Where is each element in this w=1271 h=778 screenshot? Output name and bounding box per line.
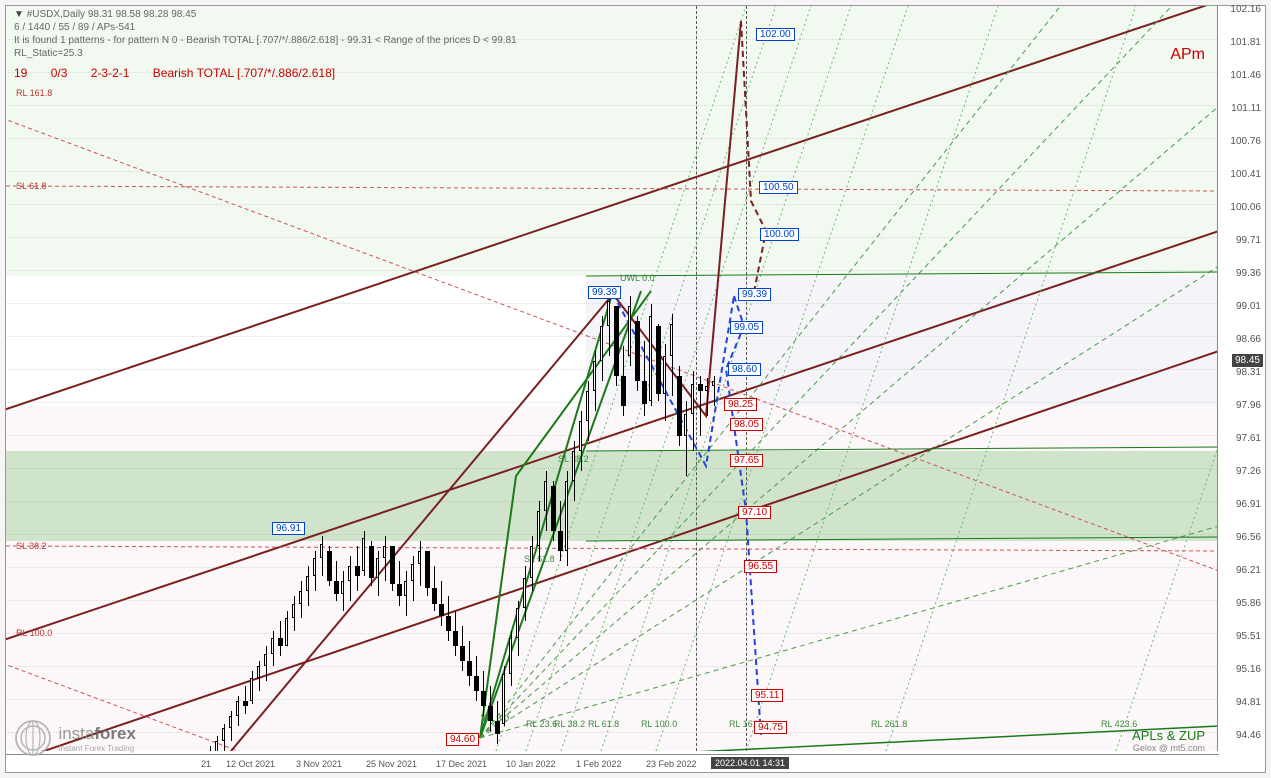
time-tick: 1 Feb 2022 [576,759,622,769]
time-tick: 23 Feb 2022 [646,759,697,769]
apm-label: APm [1170,46,1205,64]
price-tick: 96.56 [1236,532,1261,543]
info-line-2: 6 / 1440 / 55 / 89 / APs-541 [14,21,517,34]
price-tick: 101.11 [1231,103,1261,114]
sl-label: RL 161.8 [16,88,52,98]
price-tick: 99.36 [1236,268,1261,279]
pattern-p3: 2-3-2-1 [91,66,130,80]
rl-label: UWL 0.0 [620,273,655,283]
price-tick: 95.51 [1236,631,1261,642]
apls-main: APLs & ZUP [1132,728,1205,744]
rl-label: RL 38.2 [554,719,585,729]
sl-label: RL 100.0 [16,628,52,638]
price-label: 97.65 [730,454,763,467]
price-label: 98.05 [730,418,763,431]
price-tick: 97.61 [1236,433,1261,444]
price-tick: 97.96 [1236,400,1261,411]
price-label: 99.39 [588,286,621,299]
price-label: 97.10 [738,506,771,519]
pattern-label: 19 0/3 2-3-2-1 Bearish TOTAL [.707/*/.88… [14,66,355,80]
info-bar: ▼ #USDX,Daily 98.31 98.58 98.28 98.45 6 … [14,8,517,60]
pattern-p1: 19 [14,66,27,80]
rl-label: RL 23.6 [526,719,557,729]
price-tick: 96.21 [1236,565,1261,576]
price-tick: 99.71 [1236,235,1261,246]
price-tick: 94.81 [1236,697,1261,708]
price-tick: 99.01 [1236,301,1261,312]
price-label: 96.91 [272,522,305,535]
price-tick: 98.66 [1236,334,1261,345]
chart-container: 102.00 100.50 100.00 99.39 99.39 99.05 98.60 98… [5,5,1266,773]
time-tick: 25 Nov 2021 [366,759,417,769]
price-label: 98.25 [724,398,757,411]
price-label: 100.50 [759,181,798,194]
pattern-p2: 0/3 [51,66,68,80]
price-label: 95.11 [751,689,783,702]
sl-label: SL 61.8 [16,181,47,191]
chart-area[interactable]: 102.00 100.50 100.00 99.39 99.39 99.05 98.60 98… [6,6,1219,751]
info-line-4: RL_Static=25.3 [14,47,517,60]
time-tick: 17 Dec 2021 [436,759,487,769]
rl-label: RL 100.0 [641,719,677,729]
time-tick: 10 Jan 2022 [506,759,556,769]
price-tick: 96.91 [1236,499,1261,510]
price-tick: 98.45 [1232,354,1263,367]
price-tick: 100.06 [1230,202,1261,213]
price-tick: 94.46 [1236,730,1261,741]
price-label: 94.75 [754,721,787,734]
apls-label: APLs & ZUP Gelox @ mt5.com [1132,728,1205,754]
price-tick: 97.26 [1236,466,1261,477]
time-tick: 2022.04.01 14:31 [711,757,789,769]
price-tick: 95.86 [1236,598,1261,609]
time-tick: 3 Nov 2021 [296,759,342,769]
rl-label: RL 61.8 [588,719,619,729]
time-tick: 12 Oct 2021 [226,759,275,769]
price-label: 99.05 [730,321,763,334]
price-label: 96.55 [744,560,777,573]
instaforex-logo: instaforex Instant Forex Trading [14,719,136,757]
logo-icon [14,719,52,757]
price-label: 100.00 [760,228,799,241]
price-label: 102.00 [756,28,795,41]
price-tick: 95.16 [1236,664,1261,675]
logo-sub: Instant Forex Trading [58,744,136,753]
price-tick: 101.81 [1230,37,1261,48]
logo-text: instaforex Instant Forex Trading [58,724,136,753]
price-label: 98.60 [728,363,761,376]
price-tick: 100.41 [1230,169,1261,180]
time-axis: 21 12 Oct 2021 3 Nov 2021 25 Nov 2021 17 Dec… [6,754,1219,772]
price-tick: 100.76 [1230,136,1261,147]
apls-sub: Gelox @ mt5.com [1132,743,1205,754]
time-tick: 21 [201,759,211,769]
price-label: 94.60 [446,733,479,746]
price-axis: 102.16 101.81 101.46 101.11 100.76 100.41 100.… [1217,6,1265,751]
price-tick: 101.46 [1230,70,1261,81]
sl-label: SL 38.2 [16,541,47,551]
pattern-p4: Bearish TOTAL [.707/*/.886/2.618] [153,66,335,80]
rl-label: RL 261.8 [871,719,907,729]
price-tick: 98.31 [1236,367,1261,378]
price-tick: 102.16 [1230,4,1261,15]
price-label: 99.39 [738,288,771,301]
symbol-title: ▼ #USDX,Daily 98.31 98.58 98.28 98.45 [14,8,517,21]
info-line-3: It is found 1 patterns - for pattern N 0… [14,34,517,47]
